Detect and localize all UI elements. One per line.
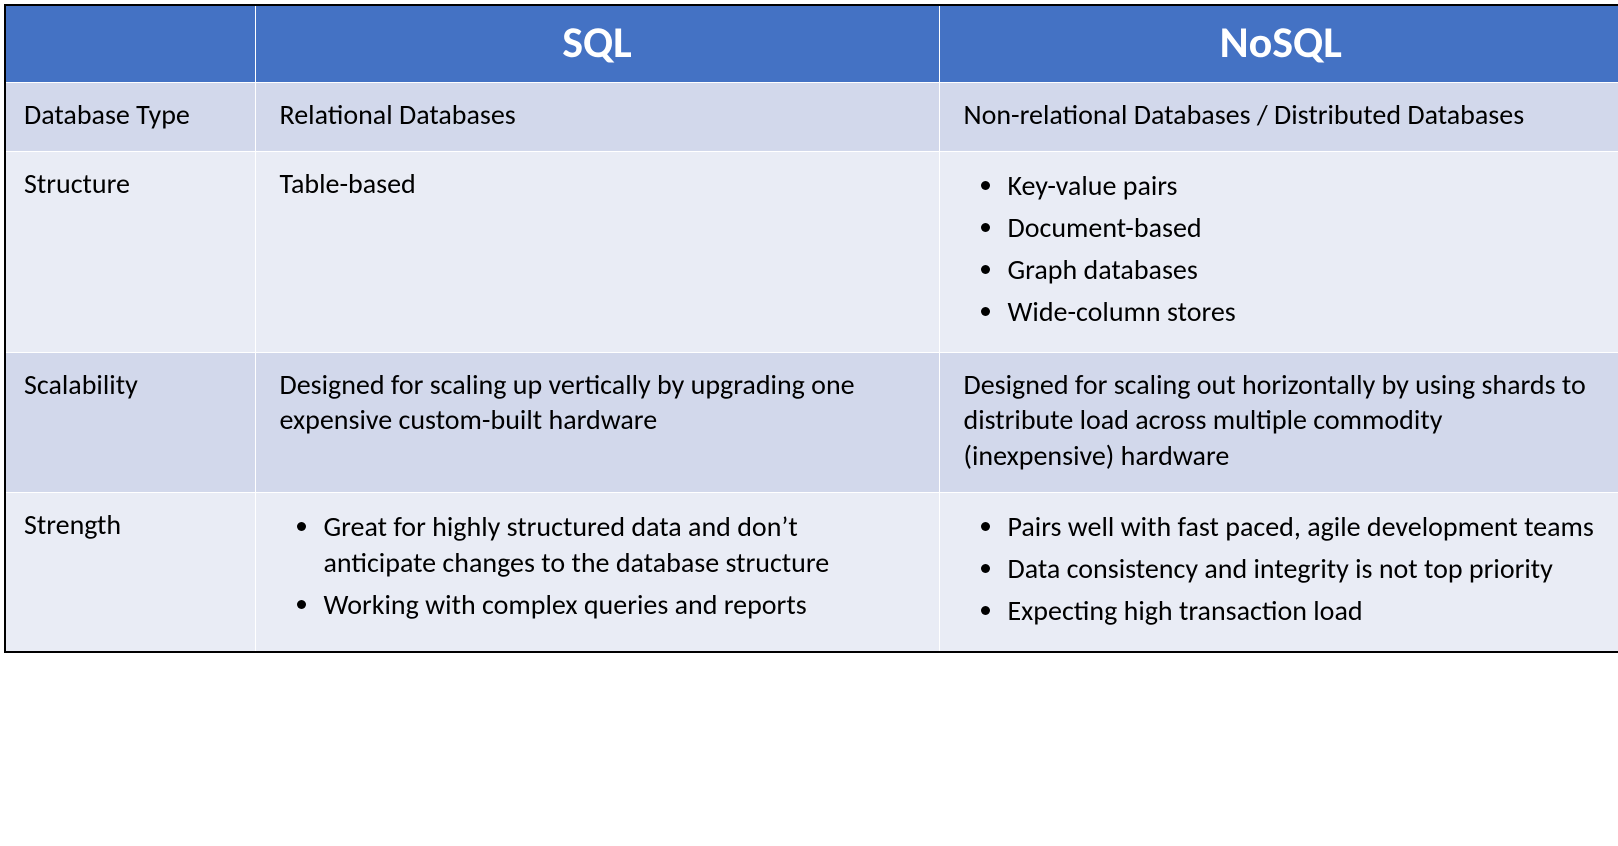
list-item: Key-value pairs	[1006, 166, 1599, 208]
table-row: Scalability Designed for scaling up vert…	[5, 352, 1618, 492]
table-row: Structure Table-based Key-value pairs Do…	[5, 152, 1618, 352]
list-item: Graph databases	[1006, 250, 1599, 292]
list-nosql-structure: Key-value pairs Document-based Graph dat…	[964, 166, 1599, 333]
cell-sql-structure: Table-based	[255, 152, 939, 352]
list-item: Document-based	[1006, 208, 1599, 250]
list-sql-strength: Great for highly structured data and don…	[280, 507, 915, 626]
list-item: Working with complex queries and reports	[322, 585, 915, 627]
row-label-strength: Strength	[5, 493, 255, 652]
cell-nosql-structure: Key-value pairs Document-based Graph dat…	[939, 152, 1618, 352]
table-row: Database Type Relational Databases Non-r…	[5, 83, 1618, 152]
cell-nosql-database-type: Non-relational Databases / Distributed D…	[939, 83, 1618, 152]
row-label-scalability: Scalability	[5, 352, 255, 492]
list-item: Wide-column stores	[1006, 292, 1599, 334]
header-row: SQL NoSQL	[5, 5, 1618, 83]
cell-nosql-scalability: Designed for scaling out horizontally by…	[939, 352, 1618, 492]
list-item: Data consistency and integrity is not to…	[1006, 549, 1599, 591]
header-empty	[5, 5, 255, 83]
header-sql: SQL	[255, 5, 939, 83]
table-body: Database Type Relational Databases Non-r…	[5, 83, 1618, 652]
cell-sql-scalability: Designed for scaling up vertically by up…	[255, 352, 939, 492]
list-item: Great for highly structured data and don…	[322, 507, 915, 585]
table-row: Strength Great for highly structured dat…	[5, 493, 1618, 652]
sql-vs-nosql-table: SQL NoSQL Database Type Relational Datab…	[4, 4, 1618, 653]
cell-sql-database-type: Relational Databases	[255, 83, 939, 152]
cell-nosql-strength: Pairs well with fast paced, agile develo…	[939, 493, 1618, 652]
row-label-database-type: Database Type	[5, 83, 255, 152]
list-item: Pairs well with fast paced, agile develo…	[1006, 507, 1599, 549]
cell-sql-strength: Great for highly structured data and don…	[255, 493, 939, 652]
header-nosql: NoSQL	[939, 5, 1618, 83]
row-label-structure: Structure	[5, 152, 255, 352]
list-nosql-strength: Pairs well with fast paced, agile develo…	[964, 507, 1599, 632]
list-item: Expecting high transaction load	[1006, 591, 1599, 633]
